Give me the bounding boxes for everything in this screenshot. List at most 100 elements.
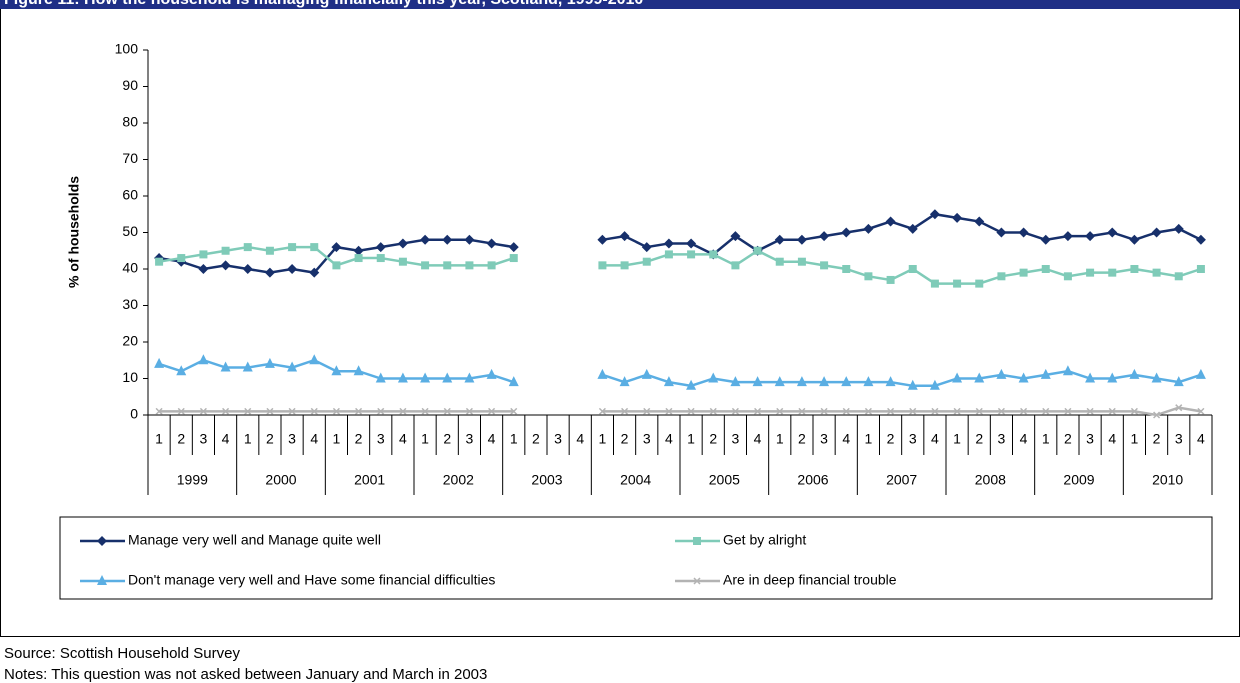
marker — [775, 257, 784, 266]
marker — [442, 372, 453, 383]
marker — [221, 246, 230, 255]
marker — [908, 265, 917, 273]
source: Source: Scottish Household Survey — [4, 645, 240, 662]
x-tick-label: 4 — [310, 431, 318, 447]
marker — [465, 261, 474, 270]
marker — [242, 264, 253, 274]
marker — [155, 257, 164, 266]
marker — [997, 407, 1005, 415]
marker — [309, 354, 320, 365]
marker — [1040, 368, 1051, 379]
marker — [730, 376, 741, 387]
marker — [621, 407, 629, 415]
marker — [885, 376, 896, 387]
marker — [177, 254, 186, 263]
marker — [1195, 234, 1206, 245]
group-label: 1999 — [177, 472, 208, 488]
marker — [376, 254, 385, 263]
marker — [907, 223, 918, 234]
marker — [1129, 234, 1140, 245]
marker — [442, 234, 453, 245]
group-label: 2002 — [443, 472, 474, 488]
x-tick-label: 2 — [177, 431, 185, 447]
x-tick-label: 3 — [1175, 431, 1183, 447]
marker — [288, 407, 296, 415]
marker — [1108, 268, 1117, 277]
group-label: 2001 — [354, 472, 385, 488]
marker — [929, 209, 940, 220]
marker — [907, 379, 918, 390]
marker — [354, 254, 363, 263]
marker — [598, 261, 607, 270]
marker — [753, 246, 762, 255]
marker — [754, 407, 762, 415]
y-tick-label: 40 — [122, 260, 138, 276]
marker — [1108, 407, 1116, 415]
marker — [309, 267, 320, 278]
marker — [1151, 372, 1162, 383]
group-label: 2009 — [1063, 472, 1094, 488]
marker — [508, 242, 519, 253]
marker — [1129, 368, 1140, 379]
marker — [841, 227, 852, 238]
group-label: 2005 — [709, 472, 740, 488]
marker — [620, 261, 629, 270]
y-tick-label: 60 — [122, 187, 138, 203]
marker — [421, 407, 429, 415]
x-tick-label: 2 — [887, 431, 895, 447]
marker — [288, 243, 297, 252]
marker — [375, 242, 386, 253]
marker — [641, 242, 652, 253]
x-tick-label: 2 — [1153, 431, 1161, 447]
marker — [353, 365, 364, 376]
x-tick-label: 1 — [510, 431, 518, 447]
x-tick-label: 1 — [776, 431, 784, 447]
x-tick-label: 2 — [621, 431, 629, 447]
legend-label: Manage very well and Manage quite well — [128, 532, 381, 548]
marker — [486, 368, 497, 379]
marker — [820, 407, 828, 415]
marker — [953, 407, 961, 415]
marker — [1196, 265, 1205, 273]
y-tick-label: 80 — [122, 114, 138, 130]
marker — [420, 234, 431, 245]
marker — [508, 376, 519, 387]
x-tick-label: 4 — [931, 431, 939, 447]
x-tick-label: 4 — [842, 431, 850, 447]
group-label: 2004 — [620, 472, 651, 488]
marker — [1173, 223, 1184, 234]
marker — [687, 250, 696, 259]
marker — [953, 279, 962, 288]
marker — [730, 231, 741, 242]
marker — [377, 407, 385, 415]
marker — [1197, 407, 1205, 415]
marker — [397, 238, 408, 249]
marker — [332, 261, 341, 270]
legend-label: Are in deep financial trouble — [723, 572, 897, 588]
x-tick-label: 4 — [488, 431, 496, 447]
marker — [1085, 231, 1096, 242]
marker — [752, 376, 763, 387]
marker — [1064, 407, 1072, 415]
marker — [177, 407, 185, 415]
marker — [841, 376, 852, 387]
marker — [509, 254, 518, 263]
marker — [1020, 407, 1028, 415]
marker — [1041, 265, 1050, 273]
series-line — [159, 406, 1202, 417]
marker — [974, 372, 985, 383]
group-label: 2003 — [531, 472, 562, 488]
x-tick-label: 3 — [909, 431, 917, 447]
marker — [597, 234, 608, 245]
y-tick-label: 50 — [122, 223, 138, 239]
marker — [488, 407, 496, 415]
marker — [663, 238, 674, 249]
marker — [1130, 265, 1139, 273]
marker — [776, 407, 784, 415]
marker — [265, 246, 274, 255]
group-label: 2008 — [975, 472, 1006, 488]
marker — [399, 407, 407, 415]
x-tick-label: 4 — [576, 431, 584, 447]
marker — [931, 407, 939, 415]
